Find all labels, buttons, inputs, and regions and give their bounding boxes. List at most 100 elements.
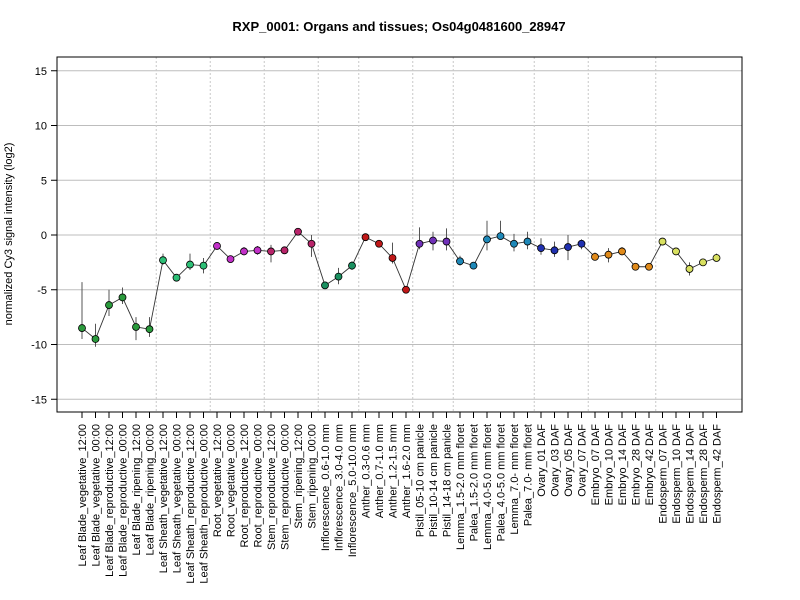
- data-points: [78, 227, 721, 343]
- x-tick-label: Stem_ripening_12:00: [293, 424, 305, 529]
- data-point: [699, 258, 707, 267]
- data-point: [307, 239, 316, 248]
- x-tick-label: Leaf Blade_reproductive_12:00: [104, 424, 116, 577]
- y-tick-label: -10: [31, 340, 47, 352]
- x-tick-label: Palea_7.0- mm floret: [523, 424, 535, 526]
- data-point: [199, 261, 208, 270]
- group-separators: [155, 57, 657, 412]
- x-tick-label: Leaf Sheath_vegetative_00:00: [172, 424, 184, 573]
- data-point: [645, 262, 653, 271]
- x-tick-label: Lemma_4.0-5.0 mm floret: [482, 424, 494, 550]
- x-tick-label: Endosperm_14 DAF: [685, 424, 697, 524]
- y-tick-label: -5: [37, 285, 47, 297]
- x-tick-label: Leaf Blade_vegetative_00:00: [91, 424, 103, 567]
- data-point: [186, 260, 194, 269]
- data-point: [348, 261, 356, 270]
- data-point: [442, 237, 451, 246]
- data-point: [267, 247, 275, 256]
- x-tick-label: Ovary_01 DAF: [536, 424, 548, 497]
- error-bars: [81, 220, 717, 347]
- y-tick-label: -15: [31, 394, 47, 406]
- x-tick-label: Palea_4.0-5.0 mm floret: [496, 424, 508, 541]
- data-point: [672, 247, 680, 256]
- x-tick-label: Anther_0.7-1.0 mm: [374, 424, 386, 518]
- x-tick-label: Inflorescence_5.0-10.0 mm: [347, 424, 359, 557]
- x-tick-label: Lemma_1.5-2.0 mm floret: [455, 424, 467, 550]
- x-tick-label: Endosperm_07 DAF: [658, 424, 670, 524]
- data-point: [415, 239, 424, 248]
- data-point: [118, 293, 127, 302]
- x-tick-label: Lemma_7.0- mm floret: [509, 424, 521, 535]
- data-point: [294, 227, 302, 236]
- x-tick-label: Anther_1.6-2.0 mm: [401, 424, 413, 518]
- data-point: [280, 246, 289, 255]
- data-point: [564, 243, 572, 251]
- data-point: [132, 323, 140, 331]
- data-point: [253, 246, 262, 255]
- x-tick-label: Pistil_10-14 cm panicle: [428, 424, 440, 537]
- x-tick-label: Pistil_14-18 cm panicle: [442, 424, 454, 537]
- x-tick-label: Ovary_05 DAF: [563, 424, 575, 497]
- x-tick-label: Embryo_42 DAF: [644, 424, 656, 506]
- data-point: [483, 235, 491, 244]
- x-tick-label: Leaf Blade_ripening_12:00: [131, 424, 143, 556]
- y-tick-label: 5: [41, 175, 47, 187]
- data-point: [78, 324, 86, 332]
- data-point: [240, 247, 248, 256]
- data-point: [712, 254, 721, 262]
- x-axis: Leaf Blade_vegetative_12:00 Leaf Blade_ve…: [77, 412, 724, 584]
- data-point: [631, 262, 640, 271]
- data-point: [510, 239, 518, 248]
- x-tick-label: Root_reproductive_00:00: [253, 424, 265, 548]
- data-point: [213, 242, 221, 250]
- data-point: [105, 301, 113, 309]
- x-tick-label: Leaf Sheath_reproductive_00:00: [199, 424, 211, 584]
- x-tick-label: Inflorescence_3.0-4.0 mm: [334, 424, 346, 551]
- y-tick-label: 10: [35, 121, 47, 133]
- data-point: [591, 252, 599, 261]
- data-point: [91, 335, 100, 343]
- x-tick-label: Inflorescence_0.6-1.0 mm: [320, 424, 332, 551]
- data-point: [145, 325, 154, 334]
- x-tick-label: Leaf Blade_ripening_00:00: [145, 424, 157, 556]
- data-point: [226, 255, 235, 263]
- x-tick-label: Ovary_07 DAF: [577, 424, 589, 497]
- data-point: [496, 232, 505, 240]
- x-tick-label: Embryo_10 DAF: [604, 424, 616, 506]
- x-tick-label: Root_vegetative_00:00: [226, 424, 238, 537]
- data-point: [375, 239, 383, 248]
- data-point: [456, 257, 464, 266]
- x-tick-label: Root_vegetative_12:00: [212, 424, 224, 537]
- x-tick-label: Anther_0.3-0.6 mm: [361, 424, 373, 518]
- x-tick-label: Stem_ripening_00:00: [307, 424, 319, 529]
- x-tick-label: Ovary_03 DAF: [550, 424, 562, 497]
- data-point: [402, 285, 410, 294]
- y-axis-label: normalized Cy3 signal intensity (log2): [3, 143, 15, 326]
- x-tick-label: Leaf Blade_reproductive_00:00: [118, 424, 130, 577]
- data-point: [172, 273, 181, 282]
- y-tick-label: 15: [35, 66, 47, 78]
- data-point: [523, 237, 532, 246]
- x-tick-label: Leaf Blade_vegetative_12:00: [77, 424, 89, 567]
- data-point: [361, 233, 370, 242]
- data-point: [604, 250, 613, 259]
- x-tick-label: Endosperm_10 DAF: [671, 424, 683, 524]
- data-point: [685, 265, 694, 273]
- x-tick-label: Endosperm_42 DAF: [712, 424, 724, 524]
- data-point: [321, 281, 329, 290]
- x-tick-label: Embryo_07 DAF: [590, 424, 602, 506]
- x-tick-label: Anther_1.2-1.5 mm: [388, 424, 400, 518]
- x-tick-label: Endosperm_28 DAF: [698, 424, 710, 524]
- x-tick-label: Palea_1.5-2.0 mm floret: [469, 424, 481, 541]
- y-tick-label: 0: [41, 230, 47, 242]
- data-point: [658, 237, 667, 246]
- chart-title: RXP_0001: Organs and tissues; Os04g04816…: [232, 19, 565, 34]
- grid-lines: [57, 70, 742, 400]
- data-point: [429, 236, 437, 245]
- x-tick-label: Embryo_28 DAF: [631, 424, 643, 506]
- data-point: [159, 256, 167, 265]
- x-tick-label: Root_reproductive_12:00: [239, 424, 251, 548]
- data-point: [388, 254, 397, 262]
- data-point: [334, 272, 343, 281]
